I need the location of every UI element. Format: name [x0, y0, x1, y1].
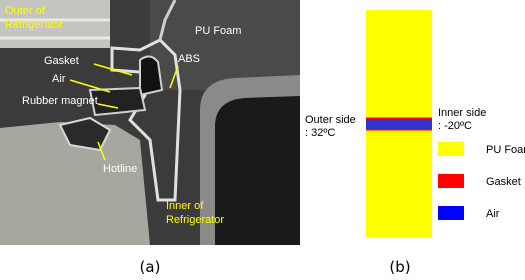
label: ABS — [178, 53, 200, 65]
legend-swatch — [438, 142, 464, 156]
label: Refrigerator — [5, 19, 63, 31]
diagram — [366, 10, 432, 237]
label: Gasket — [44, 55, 79, 67]
label: Inner side — [438, 107, 486, 119]
legend-label: Air — [486, 208, 500, 220]
label: : -20ºC — [438, 120, 472, 132]
label: Air — [52, 73, 66, 85]
label: Refrigerator — [166, 214, 224, 226]
caption: (a) — [140, 258, 161, 276]
air-layer — [366, 119, 432, 129]
legend: PU Foam Gasket Air — [438, 142, 525, 220]
legend-swatch — [438, 206, 464, 220]
legend-label: PU Foam — [486, 144, 525, 156]
legend-label: Gasket — [486, 176, 521, 188]
legend-swatch — [438, 174, 464, 188]
caption: (b) — [389, 258, 410, 276]
photo — [0, 0, 300, 245]
label: Outer side — [305, 114, 356, 126]
label: Hotline — [103, 163, 137, 175]
figure: Outer of Refrigerator PU Foam ABS Gasket… — [0, 0, 525, 280]
label: Rubber magnet — [22, 95, 98, 107]
label: Outer of — [5, 5, 46, 17]
label: PU Foam — [195, 25, 241, 37]
label: Inner of — [166, 200, 204, 212]
label: : 32ºC — [305, 127, 335, 139]
